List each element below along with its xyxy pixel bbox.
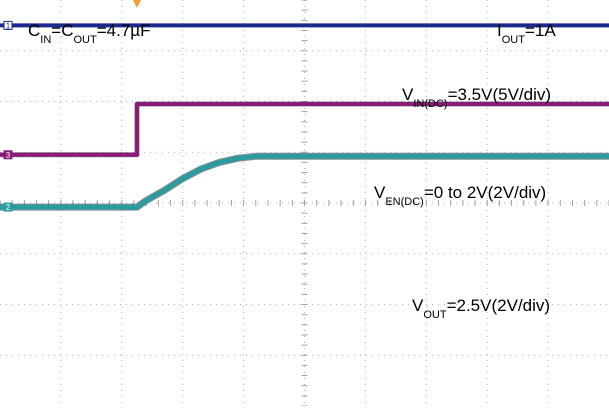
vin-series-label: VIN(DC)=3.5V(5V/div) — [402, 85, 552, 110]
channel-marker-label: 3 — [6, 151, 11, 160]
channel-marker-label: 1 — [6, 21, 11, 30]
channel-2-marker: 2 — [3, 202, 13, 212]
channel-marker-label: 2 — [6, 203, 11, 212]
trigger-position-marker — [133, 0, 142, 8]
traces — [0, 23, 609, 211]
ven-trace — [0, 102, 609, 157]
channel-markers: 1 3 2 — [3, 20, 13, 212]
channel-3-marker: 3 — [3, 150, 13, 160]
channel-1-marker: 1 — [3, 20, 13, 30]
cap-condition-label: CIN=COUT=4.7µF — [28, 21, 151, 46]
vout-trace — [0, 153, 609, 210]
iout-condition-label: IOUT=1A — [497, 21, 556, 46]
vout-series-label: VOUT=2.5V(2V/div) — [412, 296, 551, 321]
ven-series-label: VEN(DC)=0 to 2V(2V/div) — [374, 183, 547, 208]
